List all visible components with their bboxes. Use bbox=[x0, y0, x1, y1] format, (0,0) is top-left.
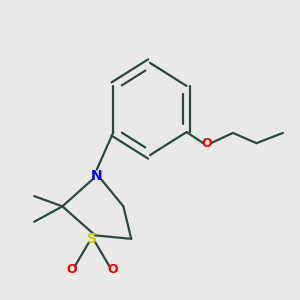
Text: S: S bbox=[87, 232, 97, 246]
Text: N: N bbox=[91, 169, 103, 183]
Text: O: O bbox=[67, 263, 77, 276]
Text: O: O bbox=[201, 137, 211, 150]
Text: O: O bbox=[107, 263, 118, 276]
